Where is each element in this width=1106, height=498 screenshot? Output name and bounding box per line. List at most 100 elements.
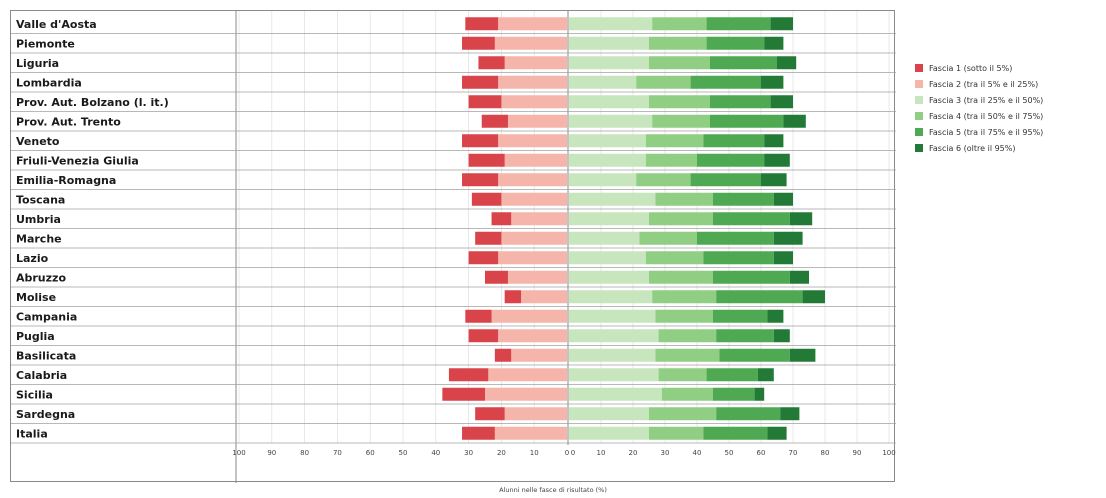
bar-liguria-fascia-2-tra-il-5-e-il-25 <box>504 56 567 70</box>
legend: Fascia 1 (sotto il 5%) Fascia 2 (tra il 5… <box>915 60 1043 156</box>
bar-lazio-fascia-4-tra-il-50-e-il-75 <box>645 251 704 265</box>
bar-liguria-fascia-6-oltre-il-95 <box>777 56 797 70</box>
bar-umbria-fascia-5-tra-il-75-e-il-95 <box>713 212 790 226</box>
bar-lombardia-fascia-1-sotto-il-5 <box>462 75 499 89</box>
bar-valle-d-aosta-fascia-2-tra-il-5-e-il-25 <box>498 17 567 31</box>
bar-friuli-venezia-giulia-fascia-4-tra-il-50-e-il-75 <box>645 153 697 167</box>
legend-item-fascia-6-oltre-il-95: Fascia 6 (oltre il 95%) <box>915 140 1043 156</box>
bar-lombardia-fascia-3-tra-il-25-e-il-50 <box>569 75 637 89</box>
bar-prov-aut-trento-fascia-4-tra-il-50-e-il-75 <box>652 114 710 128</box>
bar-toscana-fascia-4-tra-il-50-e-il-75 <box>655 192 713 206</box>
bar-molise-fascia-6-oltre-il-95 <box>802 290 825 304</box>
legend-label: Fascia 6 (oltre il 95%) <box>929 143 1016 153</box>
bar-valle-d-aosta-fascia-6-oltre-il-95 <box>770 17 793 31</box>
x-tick-left-30: 30 <box>464 449 473 457</box>
bar-veneto-fascia-3-tra-il-25-e-il-50 <box>569 134 646 148</box>
bar-molise-fascia-1-sotto-il-5 <box>504 290 522 304</box>
bar-marche-fascia-6-oltre-il-95 <box>773 231 803 245</box>
legend-item-fascia-1-sotto-il-5: Fascia 1 (sotto il 5%) <box>915 60 1043 76</box>
bar-campania-fascia-2-tra-il-5-e-il-25 <box>491 309 567 323</box>
bar-campania-fascia-4-tra-il-50-e-il-75 <box>655 309 713 323</box>
bar-puglia-fascia-1-sotto-il-5 <box>468 329 499 343</box>
bar-veneto-fascia-1-sotto-il-5 <box>462 134 499 148</box>
x-tick-right-80: 80 <box>821 449 830 457</box>
chart-frame: Valle d'Aosta Piemonte Liguria Lombardia Pro… <box>10 10 896 483</box>
bar-sardegna-fascia-3-tra-il-25-e-il-50 <box>569 407 649 421</box>
legend-label: Fascia 2 (tra il 5% e il 25%) <box>929 79 1039 89</box>
bar-prov-aut-bolzano-l-it-fascia-4-tra-il-50-e-il-75 <box>649 95 710 109</box>
bar-sardegna-fascia-5-tra-il-75-e-il-95 <box>716 407 781 421</box>
legend-swatch <box>915 128 923 136</box>
bar-puglia-fascia-2-tra-il-5-e-il-25 <box>498 329 567 343</box>
bar-marche-fascia-1-sotto-il-5 <box>475 231 502 245</box>
x-tick-left-70: 70 <box>333 449 342 457</box>
category-label-piemonte: Piemonte <box>16 37 75 50</box>
category-label-lazio: Lazio <box>16 252 49 265</box>
bar-valle-d-aosta-fascia-5-tra-il-75-e-il-95 <box>706 17 771 31</box>
bar-molise-fascia-5-tra-il-75-e-il-95 <box>716 290 803 304</box>
bar-umbria-fascia-1-sotto-il-5 <box>491 212 512 226</box>
bar-prov-aut-bolzano-l-it-fascia-6-oltre-il-95 <box>770 95 793 109</box>
category-label-campania: Campania <box>16 310 77 323</box>
bar-sardegna-fascia-4-tra-il-50-e-il-75 <box>649 407 717 421</box>
bar-umbria-fascia-6-oltre-il-95 <box>789 212 813 226</box>
legend-item-fascia-2-tra-il-5-e-il-25: Fascia 2 (tra il 5% e il 25%) <box>915 76 1043 92</box>
bar-marche-fascia-5-tra-il-75-e-il-95 <box>697 231 774 245</box>
bar-abruzzo-fascia-1-sotto-il-5 <box>485 270 508 284</box>
bar-toscana-fascia-2-tra-il-5-e-il-25 <box>501 192 567 206</box>
x-tick-left-80: 80 <box>300 449 309 457</box>
bar-friuli-venezia-giulia-fascia-3-tra-il-25-e-il-50 <box>569 153 646 167</box>
category-label-italia: Italia <box>16 427 48 440</box>
legend-item-fascia-4-tra-il-50-e-il-75: Fascia 4 (tra il 50% e il 75%) <box>915 108 1043 124</box>
bar-molise-fascia-4-tra-il-50-e-il-75 <box>652 290 717 304</box>
bar-veneto-fascia-2-tra-il-5-e-il-25 <box>498 134 567 148</box>
x-tick-right-10: 10 <box>597 449 606 457</box>
bar-emilia-romagna-fascia-4-tra-il-50-e-il-75 <box>636 173 691 187</box>
bar-abruzzo-fascia-4-tra-il-50-e-il-75 <box>649 270 713 284</box>
bar-sicilia-fascia-1-sotto-il-5 <box>442 387 485 401</box>
bar-puglia-fascia-4-tra-il-50-e-il-75 <box>658 329 717 343</box>
legend-item-fascia-3-tra-il-25-e-il-50: Fascia 3 (tra il 25% e il 50%) <box>915 92 1043 108</box>
bar-italia-fascia-4-tra-il-50-e-il-75 <box>649 426 704 440</box>
category-label-puglia: Puglia <box>16 330 55 343</box>
bar-friuli-venezia-giulia-fascia-1-sotto-il-5 <box>468 153 505 167</box>
bar-basilicata-fascia-3-tra-il-25-e-il-50 <box>569 348 656 362</box>
bar-prov-aut-trento-fascia-3-tra-il-25-e-il-50 <box>569 114 653 128</box>
legend-label: Fascia 3 (tra il 25% e il 50%) <box>929 95 1044 105</box>
bar-abruzzo-fascia-6-oltre-il-95 <box>789 270 809 284</box>
category-label-marche: Marche <box>16 232 62 245</box>
bar-toscana-fascia-6-oltre-il-95 <box>773 192 793 206</box>
bar-piemonte-fascia-6-oltre-il-95 <box>764 36 784 50</box>
bar-liguria-fascia-1-sotto-il-5 <box>478 56 505 70</box>
bar-basilicata-fascia-4-tra-il-50-e-il-75 <box>655 348 720 362</box>
x-tick-right-0: 0 <box>571 449 575 457</box>
category-label-prov-aut-bolzano-l-it: Prov. Aut. Bolzano (l. it.) <box>16 96 169 109</box>
bar-lazio-fascia-1-sotto-il-5 <box>468 251 499 265</box>
x-tick-left-60: 60 <box>366 449 375 457</box>
bar-valle-d-aosta-fascia-3-tra-il-25-e-il-50 <box>569 17 653 31</box>
category-label-friuli-venezia-giulia: Friuli-Venezia Giulia <box>16 154 139 167</box>
x-tick-right-50: 50 <box>725 449 734 457</box>
bar-emilia-romagna-fascia-3-tra-il-25-e-il-50 <box>569 173 637 187</box>
x-tick-right-100: 100 <box>882 449 895 457</box>
bar-campania-fascia-5-tra-il-75-e-il-95 <box>713 309 768 323</box>
x-tick-left-40: 40 <box>431 449 440 457</box>
x-tick-right-60: 60 <box>757 449 766 457</box>
bar-lazio-fascia-5-tra-il-75-e-il-95 <box>703 251 774 265</box>
bar-emilia-romagna-fascia-1-sotto-il-5 <box>462 173 499 187</box>
bar-italia-fascia-2-tra-il-5-e-il-25 <box>494 426 567 440</box>
bar-veneto-fascia-6-oltre-il-95 <box>764 134 784 148</box>
bar-basilicata-fascia-6-oltre-il-95 <box>789 348 816 362</box>
legend-swatch <box>915 144 923 152</box>
bar-valle-d-aosta-fascia-1-sotto-il-5 <box>465 17 499 31</box>
legend-label: Fascia 5 (tra il 75% e il 95%) <box>929 127 1044 137</box>
bar-lazio-fascia-2-tra-il-5-e-il-25 <box>498 251 567 265</box>
bar-puglia-fascia-3-tra-il-25-e-il-50 <box>569 329 659 343</box>
category-label-emilia-romagna: Emilia-Romagna <box>16 174 116 187</box>
legend-swatch <box>915 64 923 72</box>
bar-sicilia-fascia-6-oltre-il-95 <box>754 387 765 401</box>
legend-swatch <box>915 112 923 120</box>
category-label-sicilia: Sicilia <box>16 388 53 401</box>
bar-friuli-venezia-giulia-fascia-5-tra-il-75-e-il-95 <box>697 153 765 167</box>
bar-lazio-fascia-6-oltre-il-95 <box>773 251 793 265</box>
